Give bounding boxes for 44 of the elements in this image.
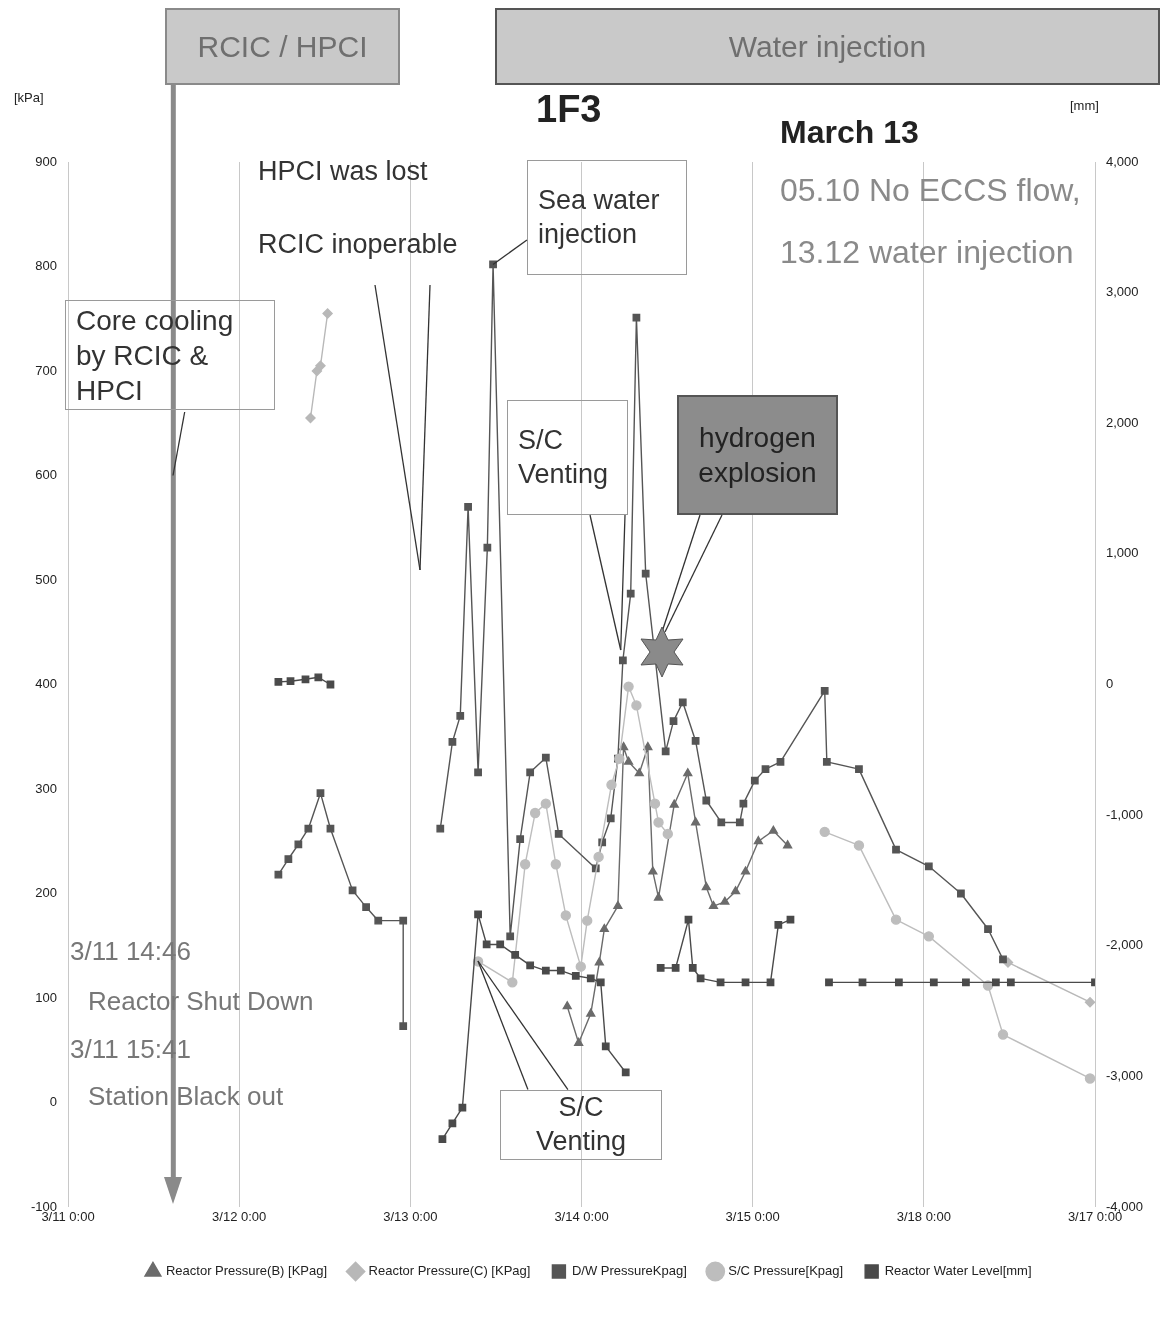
y-tick-label: 900 [35, 153, 57, 169]
y2-tick-label: -1,000 [1106, 806, 1143, 822]
y-tick-label: 0 [49, 1094, 57, 1110]
y-tick-label: 400 [35, 676, 57, 692]
annotation: S/C Venting [500, 1090, 662, 1160]
annotation: S/C Venting [507, 400, 628, 515]
x-tick-label: 3/13 0:00 [383, 1209, 438, 1225]
y2-tick-label: -4,000 [1106, 1198, 1143, 1214]
y2-tick-label: 0 [1106, 676, 1114, 692]
legend-label: Reactor Water Level[mm] [884, 1263, 1032, 1279]
y2-tick-label: 1,000 [1106, 545, 1139, 561]
y2-tick-label: 2,000 [1106, 414, 1139, 430]
y-tick-label: 800 [35, 258, 57, 274]
y2-tick-label: 3,000 [1106, 284, 1139, 300]
x-tick-label: 3/15 0:00 [725, 1209, 780, 1225]
text: RCIC / HPCI [165, 8, 400, 85]
y-tick-label: 300 [35, 780, 57, 796]
y-tick-label: 100 [35, 989, 57, 1005]
chart-title: 1F3 [536, 88, 602, 131]
y2-tick-label: 4,000 [1106, 153, 1139, 169]
x-tick-label: 3/18 0:00 [896, 1209, 951, 1225]
y2-tick-label: -3,000 [1106, 1067, 1143, 1083]
y2-tick-label: -2,000 [1106, 937, 1143, 953]
text: Water injection [495, 8, 1160, 85]
y-tick-label: 700 [35, 362, 57, 378]
y-tick-label: 600 [35, 467, 57, 483]
annotation: Sea water injection [527, 160, 687, 275]
annotation: Station Black out [88, 1080, 284, 1113]
annotation: 05.10 No ECCS flow, [780, 171, 1081, 210]
legend-label: Reactor Pressure(B) [KPag] [165, 1263, 328, 1279]
x-tick-label: 3/14 0:00 [554, 1209, 609, 1225]
annotation: RCIC inoperable [258, 228, 458, 261]
y2-axis-title: [mm] [1070, 98, 1099, 113]
legend-label: S/C Pressure[Kpag] [728, 1263, 844, 1279]
legend-label: D/W PressureKpag] [571, 1263, 687, 1279]
legend-label: Reactor Pressure(C) [KPag] [368, 1263, 531, 1279]
x-tick-label: 3/12 0:00 [212, 1209, 267, 1225]
text: March 13 [780, 113, 919, 152]
annotation: HPCI was lost [258, 155, 428, 188]
y-axis-title: [kPa] [14, 90, 44, 105]
y-tick-label: 500 [35, 571, 57, 587]
annotation: hydrogen explosion [677, 395, 838, 515]
annotation: 13.12 water injection [780, 233, 1074, 272]
y-tick-label: 200 [35, 885, 57, 901]
